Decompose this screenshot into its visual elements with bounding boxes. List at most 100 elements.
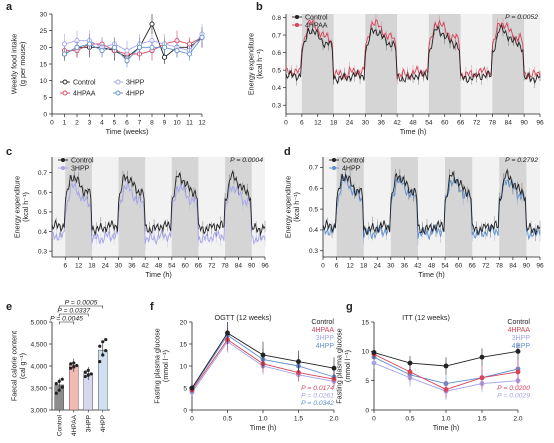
legend-marker (62, 79, 68, 85)
p-value: P = 0.0261 (301, 393, 334, 400)
legend-marker (62, 90, 68, 96)
legend-marker (60, 157, 66, 163)
x-tick-label: 54 (441, 263, 449, 270)
legend-label: 3HPP (316, 335, 335, 342)
x-tick-label: 78 (489, 120, 497, 127)
x-tick-label: 66 (195, 263, 203, 270)
x-tick-label: 42 (142, 263, 150, 270)
x-tick-label: 84 (509, 263, 517, 270)
data-point (104, 338, 108, 342)
y-tick-label: 0.8 (272, 15, 281, 22)
x-tick-label: 7 (138, 120, 142, 127)
legend-label: Control (507, 319, 530, 326)
data-point (98, 360, 102, 364)
x-tick-label: 42 (393, 120, 401, 127)
x-tick-label: 54 (425, 120, 433, 127)
data-point (99, 48, 105, 54)
data-point (149, 44, 155, 50)
legend-label: 4HPP (342, 166, 361, 173)
data-point (443, 387, 449, 392)
legend-marker (115, 79, 121, 85)
y-tick-label: 0.5 (38, 209, 47, 216)
x-tick-label: 96 (261, 263, 269, 270)
legend-label: 3HPP (126, 80, 145, 87)
dark-period-band (445, 157, 473, 257)
y-axis-label: (g per mouse) (18, 42, 27, 87)
x-tick-label: 1.0 (258, 416, 267, 423)
x-tick-label: 18 (330, 120, 338, 127)
x-tick-label: 90 (248, 263, 256, 270)
panel-g: g 0 5 10 15 0 0.5 1.0 1.5 2.0 Time (h) Fasting plas… (335, 301, 531, 432)
x-tick-label: 54 (168, 263, 176, 270)
y-tick-label: 0.7 (272, 32, 281, 39)
y-tick-label: 0.7 (309, 165, 318, 172)
x-tick-label: 24 (346, 120, 354, 127)
x-tick-label: 0 (372, 416, 376, 423)
data-point (83, 374, 87, 379)
y-axis-label: Energy expenditure (284, 176, 293, 238)
legend-label: Control (305, 15, 328, 22)
y-tick-label: 5 (365, 378, 369, 385)
data-point (479, 354, 485, 360)
y-tick-label: 3,500 (30, 385, 47, 392)
x-tick-label: 84 (235, 263, 243, 270)
y-axis-label: Fasting plasma glucose (153, 328, 162, 404)
x-tick-label: 42 (414, 263, 422, 270)
y-tick-label: 20 (180, 319, 188, 326)
panel-b: b 0.3 0.4 0.5 0.6 0.7 0.8 0 6 12 18 24 30 36 42 48 54 60 6… (247, 1, 544, 136)
p-value: P = 0.0052 (505, 14, 538, 21)
x-tick-label: 12 (346, 263, 354, 270)
x-tick-label: 12 (198, 120, 206, 127)
p-value: P = 0.2792 (505, 157, 538, 164)
data-point (101, 340, 105, 344)
y-tick-label: 0.7 (38, 170, 47, 177)
x-axis-label: Time (h) (400, 127, 427, 136)
chart-title: OGTT (12 weeks) (215, 313, 272, 322)
legend-marker (331, 157, 337, 163)
x-tick-label: 1.5 (294, 416, 303, 423)
legend-label: Control (311, 319, 334, 326)
x-tick-label: 1.5 (477, 416, 486, 423)
panel-letter-c: c (6, 146, 12, 158)
data-point (371, 360, 377, 366)
data-point (69, 366, 73, 370)
y-axis-label: Energy expenditure (13, 176, 22, 238)
y-axis-label: (kcal h⁻¹) (292, 192, 301, 222)
x-tick-label: 1 (63, 120, 67, 127)
legend-marker (60, 165, 66, 171)
x-tick-label: Control (56, 414, 63, 436)
panel-d: d 0.3 0.4 0.5 0.6 0.7 0 6 12 18 24 30 36 42 48 54 60 66 72… (284, 146, 544, 279)
y-tick-label: 0 (365, 407, 369, 414)
data-point (86, 41, 93, 47)
x-tick-label: 12 (75, 263, 83, 270)
x-tick-label: 2 (75, 120, 79, 127)
y-tick-label: 0 (43, 111, 47, 118)
x-axis-label: Time (weeks) (106, 127, 149, 136)
x-tick-label: 2.0 (329, 416, 338, 423)
y-tick-label: 0.3 (309, 248, 318, 255)
x-tick-label: 6 (63, 263, 67, 270)
bar (98, 349, 108, 411)
data-point (60, 377, 64, 381)
data-point (174, 48, 180, 54)
y-tick-label: 0.4 (309, 227, 318, 234)
y-tick-label: 0.6 (309, 186, 318, 193)
y-tick-label: 0.6 (272, 50, 281, 57)
data-point (60, 385, 64, 389)
p-value: P = 0.0337 (57, 308, 90, 315)
x-tick-label: 3 (88, 120, 92, 127)
p-value: P = 0.0029 (497, 393, 530, 400)
data-point (54, 391, 58, 395)
y-tick-label: 25 (40, 28, 48, 35)
legend-label: Control (73, 80, 96, 87)
x-tick-label: 4HPAA (71, 414, 78, 436)
x-tick-label: 18 (88, 263, 96, 270)
comparison-bracket (58, 305, 104, 309)
y-axis-label: Fasting plasma glucose (335, 328, 344, 404)
x-tick-label: 36 (378, 120, 386, 127)
x-tick-label: 90 (523, 263, 531, 270)
data-point (83, 370, 87, 374)
y-tick-label: 0.4 (272, 85, 281, 92)
p-value: P = 0.0200 (497, 385, 530, 392)
y-axis-label: Faecal calorie content (10, 331, 19, 401)
